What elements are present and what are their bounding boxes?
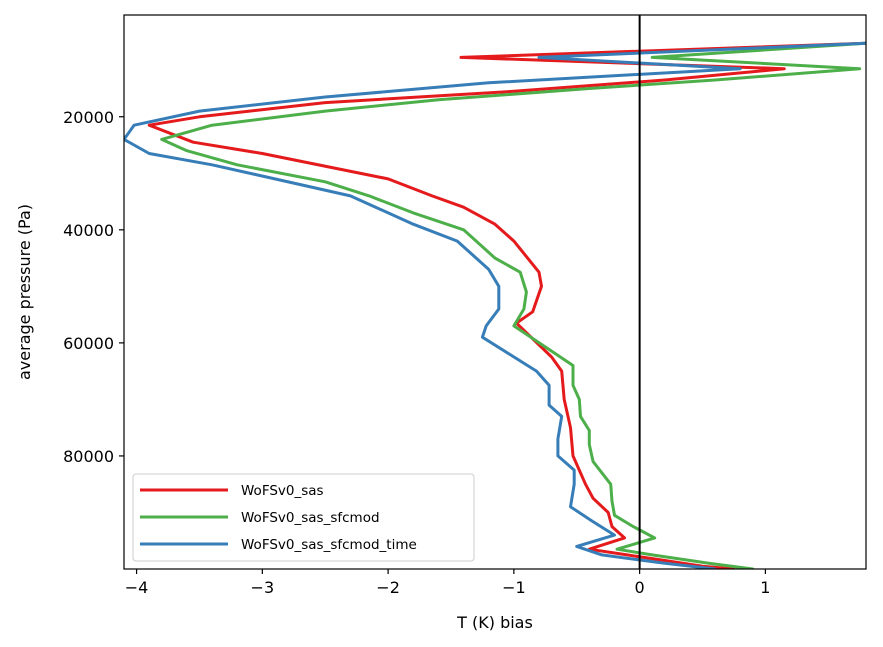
x-tick-label: 1 <box>760 578 770 597</box>
y-axis-ticks: 20000 40000 60000 80000 <box>63 108 124 466</box>
legend-label-3: WoFSv0_sas_sfcmod_time <box>241 537 417 553</box>
x-tick-label: −4 <box>125 578 149 597</box>
legend: WoFSv0_sas WoFSv0_sas_sfcmod WoFSv0_sas_sf… <box>132 473 475 562</box>
x-tick-label: 0 <box>635 578 645 597</box>
legend-box <box>132 473 475 562</box>
series-line-1 <box>147 41 866 569</box>
plot-frame <box>123 14 867 570</box>
y-tick-label: 40000 <box>63 221 114 240</box>
legend-label-2: WoFSv0_sas_sfcmod <box>241 510 380 526</box>
x-tick-label: −2 <box>376 578 400 597</box>
series-line-2 <box>160 41 866 569</box>
y-axis-label: average pressure (Pa) <box>15 204 34 380</box>
series-line-3 <box>124 41 866 569</box>
y-tick-label: 80000 <box>63 447 114 466</box>
series-layer <box>124 41 866 569</box>
x-axis-ticks: −4 −3 −2 −1 0 1 <box>125 569 770 597</box>
x-tick-label: −3 <box>251 578 275 597</box>
x-tick-label: −1 <box>502 578 526 597</box>
y-tick-label: 20000 <box>63 108 114 127</box>
y-tick-label: 60000 <box>63 334 114 353</box>
x-axis-label: T (K) bias <box>456 613 533 632</box>
legend-label-1: WoFSv0_sas <box>241 483 324 499</box>
